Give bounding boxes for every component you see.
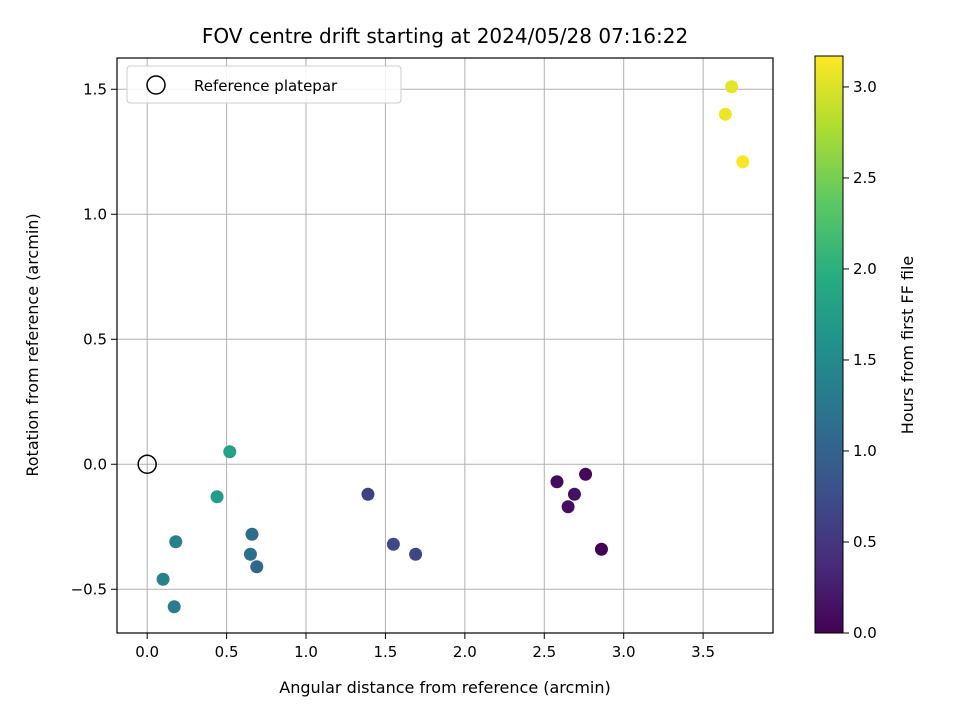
- data-point: [725, 80, 739, 94]
- colorbar-tick-label: 3.0: [853, 78, 877, 96]
- data-point: [594, 542, 608, 556]
- legend-marker: [146, 75, 166, 95]
- colorbar-tick-label: 0.5: [853, 533, 877, 551]
- data-point: [210, 490, 224, 504]
- colorbar-gradient: [814, 55, 844, 634]
- chart-title: FOV centre drift starting at 2024/05/28 …: [202, 24, 688, 48]
- data-point: [567, 487, 581, 501]
- colorbar-tick-label: 0.0: [853, 624, 877, 642]
- y-axis-label: Rotation from reference (arcmin): [23, 213, 42, 476]
- data-point: [167, 600, 181, 614]
- y-tick-label: 1.0: [83, 205, 107, 223]
- plot-frame: [116, 57, 774, 634]
- data-point: [245, 527, 259, 541]
- colorbar-label: Hours from first FF file: [898, 256, 917, 435]
- data-point: [243, 547, 257, 561]
- x-tick-label: 3.5: [691, 643, 715, 661]
- x-axis-label: Angular distance from reference (arcmin): [279, 678, 610, 697]
- colorbar-tick-label: 1.0: [853, 442, 877, 460]
- legend: Reference platepar: [126, 65, 402, 104]
- grid-lines: [117, 58, 773, 633]
- x-tick-label: 0.0: [135, 643, 159, 661]
- data-point: [223, 445, 237, 459]
- data-point: [409, 547, 423, 561]
- y-tick-label: 0.0: [83, 455, 107, 473]
- colorbar-tick-label: 2.0: [853, 260, 877, 278]
- data-point: [561, 500, 575, 514]
- x-tick-label: 1.5: [374, 643, 398, 661]
- data-point: [550, 475, 564, 489]
- x-tick-label: 2.0: [453, 643, 477, 661]
- data-point: [386, 537, 400, 551]
- y-tick-label: 0.5: [83, 330, 107, 348]
- data-point: [250, 560, 264, 574]
- x-axis-ticks: 0.0 0.5 1.0 1.5 2.0 2.5 3.0 3.5: [135, 633, 715, 661]
- x-tick-label: 0.5: [215, 643, 239, 661]
- data-point: [156, 572, 170, 586]
- data-point: [361, 487, 375, 501]
- y-tick-label: 1.5: [83, 80, 107, 98]
- colorbar: 0.0 0.5 1.0 1.5 2.0 2.5 3.0 Hours from first F…: [814, 55, 917, 642]
- x-tick-label: 1.0: [294, 643, 318, 661]
- data-point: [579, 467, 593, 481]
- colorbar-ticks: 0.0 0.5 1.0 1.5 2.0 2.5 3.0: [843, 78, 877, 642]
- y-axis-ticks: −0.5 0.0 0.5 1.0 1.5: [71, 80, 117, 598]
- y-tick-label: −0.5: [71, 580, 107, 598]
- x-tick-label: 3.0: [612, 643, 636, 661]
- data-point: [718, 107, 732, 121]
- reference-platepar-marker: [137, 454, 157, 474]
- x-tick-label: 2.5: [532, 643, 556, 661]
- legend-label: Reference platepar: [194, 77, 338, 95]
- data-point: [736, 155, 750, 169]
- data-point: [169, 535, 183, 549]
- colorbar-tick-label: 1.5: [853, 351, 877, 369]
- colorbar-tick-label: 2.5: [853, 169, 877, 187]
- legend-box: [126, 65, 402, 104]
- data-points: [156, 80, 750, 614]
